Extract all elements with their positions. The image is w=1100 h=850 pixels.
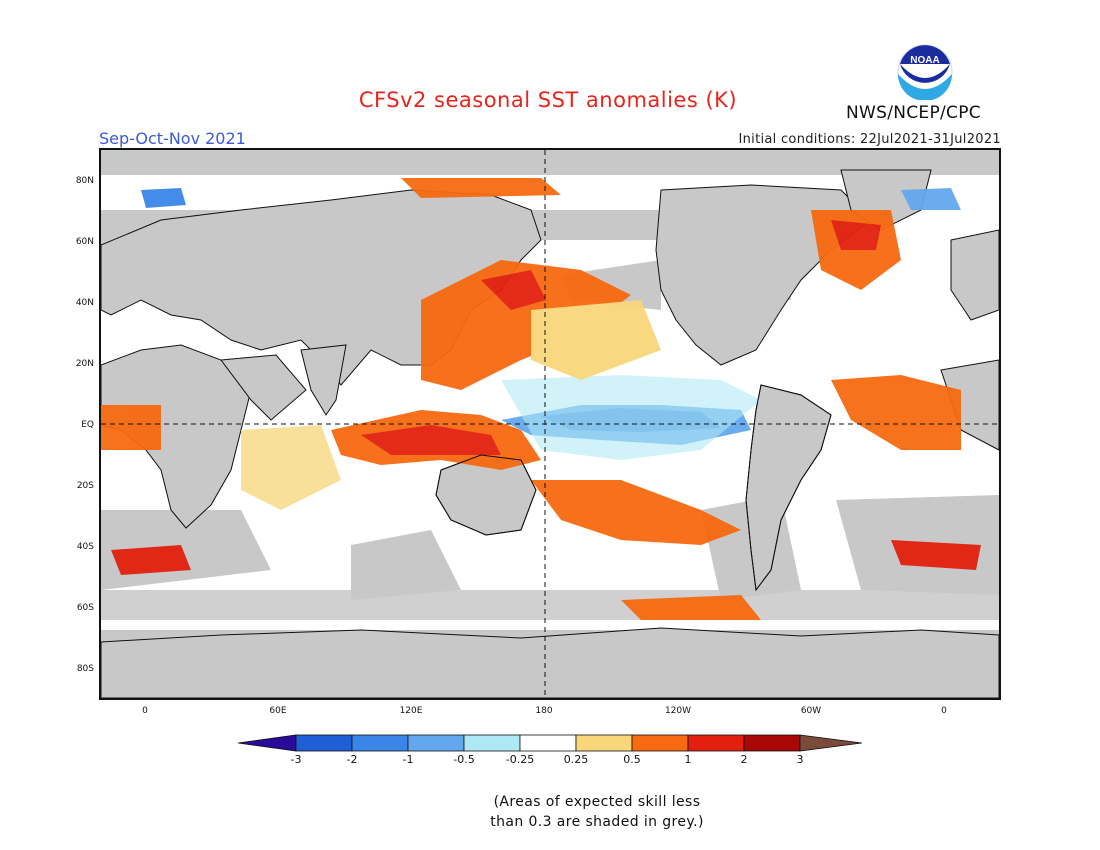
lat-label-eq: EQ (81, 420, 94, 430)
skill-footnote: (Areas of expected skill less than 0.3 a… (0, 792, 1100, 832)
lat-label-20s: 20S (76, 481, 94, 491)
anomaly-strong-nw-pacific (481, 270, 546, 310)
lat-label-40s: 40S (76, 542, 94, 552)
lat-label-80s: 80S (76, 664, 94, 674)
colorbar-label-1: 1 (684, 753, 692, 766)
season-label: Sep-Oct-Nov 2021 (99, 129, 246, 148)
land-antarctica (101, 627, 999, 698)
colorbar-label-neg1: -1 (402, 753, 414, 766)
land-europe-west (950, 229, 999, 321)
ocean-southern (101, 620, 999, 630)
lon-label-60w: 60W (800, 706, 822, 716)
colorbar-bin-9 (743, 734, 801, 752)
colorbar-label-neg025: -0.25 (505, 753, 535, 766)
colorbar-label-025: 0.25 (563, 753, 589, 766)
anomaly-warm-southern-3 (891, 540, 981, 570)
colorbar-label-05: 0.5 (623, 753, 641, 766)
lat-label-20n: 20N (75, 359, 94, 369)
lon-label-0-east: 0 (941, 706, 947, 716)
anomaly-cool-light (501, 375, 761, 460)
anomaly-strong-n-atlantic (831, 220, 881, 250)
footnote-line-1: (Areas of expected skill less (493, 794, 701, 810)
colorbar-label-neg2: -2 (346, 753, 358, 766)
lat-label-40n: 40N (75, 298, 94, 308)
anomaly-warm-southern-1 (111, 545, 191, 575)
anomaly-light-indian (241, 425, 341, 510)
lat-label-80n: 80N (75, 176, 94, 186)
map-canvas (101, 150, 999, 698)
anomaly-strong-indonesia (361, 425, 501, 455)
colorbar-low-arrow (238, 734, 297, 752)
anomaly-warm-nw-pacific (421, 260, 631, 390)
land-arabia (220, 354, 307, 421)
noaa-logo-text: NOAA (910, 55, 939, 66)
anomaly-warm-atlantic (831, 375, 961, 450)
anomaly-warm-arctic (401, 178, 561, 198)
colorbar-label-neg3: -3 (290, 753, 302, 766)
coastlines (435, 384, 832, 592)
colorbar-bin-8 (687, 734, 745, 752)
colorbar-label-neg05: -0.5 (453, 753, 475, 766)
anomaly-cool-north-europe (141, 188, 186, 208)
colorbar-label-2: 2 (740, 753, 748, 766)
anomaly-warm-southern-2 (621, 595, 761, 620)
sst-anomaly-map (99, 148, 1001, 700)
lon-label-60e: 60E (269, 706, 287, 716)
colorbar-bin-1 (295, 734, 353, 752)
lon-label-120w: 120W (664, 706, 692, 716)
lat-label-60n: 60N (75, 237, 94, 247)
anomaly-warm-sw-pacific (531, 480, 741, 545)
colorbar-high-arrow (799, 734, 862, 752)
land-layer (101, 169, 999, 698)
colorbar-bin-6 (575, 734, 633, 752)
noaa-logo: NOAA (897, 44, 953, 100)
anomaly-light-n-pacific (531, 300, 661, 380)
colorbar-bin-5 (519, 734, 577, 752)
lon-label-180: 180 (535, 706, 553, 716)
colorbar-bin-3 (407, 734, 465, 752)
anomaly-warm-w-africa (101, 405, 161, 450)
lat-label-60s: 60S (76, 603, 94, 613)
colorbar (238, 734, 862, 752)
colorbar-bin-4 (463, 734, 521, 752)
colorbar-bin-7 (631, 734, 689, 752)
anomaly-layer (101, 178, 981, 620)
land-india (300, 344, 347, 416)
colorbar-label-3: 3 (796, 753, 804, 766)
initial-conditions-label: Initial conditions: 22Jul2021-31Jul2021 (738, 132, 1001, 147)
colorbar-bin-2 (351, 734, 409, 752)
lon-label-0: 0 (142, 706, 148, 716)
map-title: CFSv2 seasonal SST anomalies (K) (358, 88, 738, 112)
lon-label-120e: 120E (399, 706, 423, 716)
footnote-line-2: than 0.3 are shaded in grey.) (490, 814, 704, 830)
agency-label: NWS/NCEP/CPC (846, 103, 981, 123)
anomaly-cool-north-atlantic (901, 188, 961, 210)
